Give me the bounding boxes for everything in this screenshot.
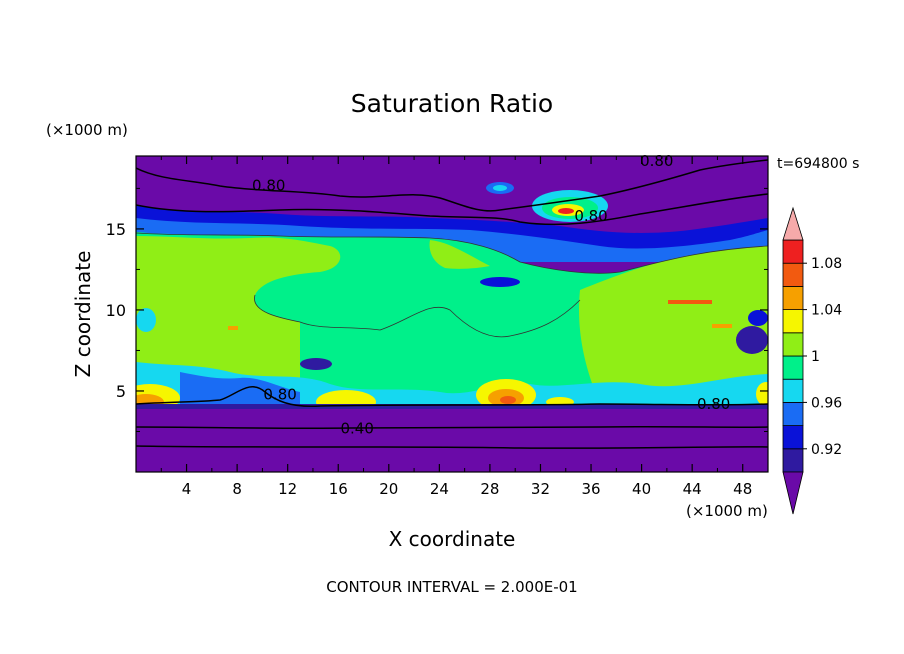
time-label: t=694800 s bbox=[777, 156, 859, 172]
warm-patch-3-hot bbox=[500, 396, 516, 404]
contour-label: 0.40 bbox=[340, 419, 373, 437]
upper-pocket-small-core bbox=[493, 185, 507, 191]
contour-interval-footer: CONTOUR INTERVAL = 2.000E-01 bbox=[326, 578, 577, 596]
colorbar-max-triangle bbox=[782, 206, 804, 241]
moisture-outline-mid bbox=[254, 294, 581, 338]
chart-title: Saturation Ratio bbox=[351, 89, 553, 118]
upper-pocket-red bbox=[558, 208, 574, 214]
streak-3 bbox=[228, 326, 238, 330]
y-axis: 5 10 15 bbox=[106, 187, 768, 432]
contour-low-1 bbox=[136, 445, 768, 449]
colorbar-min-triangle bbox=[782, 471, 804, 515]
colorbar-bin bbox=[782, 262, 804, 287]
x-unit-label: (×1000 m) bbox=[686, 502, 768, 520]
x-tick-label: 28 bbox=[480, 480, 499, 498]
colorbar-label: 0.96 bbox=[811, 395, 842, 411]
contour-lines bbox=[136, 159, 768, 449]
contour-label: 0.80 bbox=[263, 385, 296, 403]
colorbar-bin bbox=[782, 378, 804, 403]
y-axis-label: Z coordinate bbox=[71, 251, 95, 378]
x-axis: 4 8 12 16 20 24 28 32 36 40 44 48 bbox=[160, 156, 752, 498]
colorbar-bin bbox=[782, 355, 804, 380]
colorbar-label: 1.08 bbox=[811, 256, 842, 272]
stable-layer bbox=[136, 404, 768, 472]
dark-patch-5 bbox=[136, 308, 156, 332]
x-tick-label: 24 bbox=[430, 480, 449, 498]
x-tick-label: 36 bbox=[581, 480, 600, 498]
colorbar: 0.92 0.96 1 1.04 1.08 bbox=[782, 206, 842, 515]
colorbar-bin bbox=[782, 401, 804, 426]
moist-layer-yellowgreen-2 bbox=[579, 246, 768, 404]
dark-patch-1 bbox=[480, 277, 520, 287]
colorbar-bin bbox=[782, 448, 804, 473]
colorbar-label: 1.04 bbox=[811, 303, 842, 319]
contour-080-lower bbox=[136, 386, 768, 408]
contour-label-layer: 0.80 0.80 0.80 0.80 0.80 0.40 bbox=[252, 152, 730, 437]
moist-layer-yellowgreen bbox=[136, 236, 341, 404]
moisture-outline bbox=[136, 232, 768, 338]
colorbar-bin bbox=[782, 309, 804, 334]
x-tick-label: 8 bbox=[232, 480, 242, 498]
x-tick-label: 4 bbox=[182, 480, 192, 498]
moist-layer-yellowgreen-3 bbox=[429, 240, 490, 269]
streak-2 bbox=[712, 324, 732, 328]
colorbar-bin bbox=[782, 285, 804, 310]
colorbar-bin bbox=[782, 425, 804, 450]
colorbar-bin bbox=[782, 239, 804, 264]
x-tick-label: 20 bbox=[379, 480, 398, 498]
plot-frame bbox=[135, 155, 769, 473]
dark-patch-3 bbox=[736, 326, 768, 354]
colorbar-bin bbox=[782, 332, 804, 357]
y-tick-label: 10 bbox=[106, 301, 126, 320]
contour-label: 0.80 bbox=[640, 152, 673, 170]
moisture-outline-top bbox=[136, 232, 768, 274]
y-unit-label: (×1000 m) bbox=[46, 121, 128, 139]
contour-label: 0.80 bbox=[574, 207, 607, 225]
contour-label: 0.80 bbox=[252, 176, 285, 194]
dark-patch-2 bbox=[300, 358, 332, 370]
contour-080-upper-2 bbox=[136, 193, 768, 226]
x-tick-label: 16 bbox=[329, 480, 348, 498]
colorbar-label: 0.92 bbox=[811, 442, 842, 458]
x-tick-label: 44 bbox=[683, 480, 702, 498]
streak-1 bbox=[668, 300, 712, 304]
x-tick-label: 12 bbox=[278, 480, 297, 498]
stable-layer-line bbox=[136, 404, 768, 409]
colorbar-label: 1 bbox=[811, 349, 820, 365]
x-tick-label: 48 bbox=[733, 480, 752, 498]
warm-patch-5 bbox=[756, 382, 768, 406]
contour-label: 0.80 bbox=[697, 395, 730, 413]
y-tick-label: 5 bbox=[116, 382, 126, 401]
x-axis-label: X coordinate bbox=[389, 527, 516, 551]
contour-040 bbox=[136, 425, 768, 430]
x-tick-label: 40 bbox=[632, 480, 651, 498]
dark-patch-4 bbox=[748, 310, 768, 326]
plot-area bbox=[136, 156, 768, 472]
contour-080-upper bbox=[136, 159, 768, 212]
x-tick-label: 32 bbox=[531, 480, 550, 498]
y-tick-label: 15 bbox=[106, 220, 126, 239]
